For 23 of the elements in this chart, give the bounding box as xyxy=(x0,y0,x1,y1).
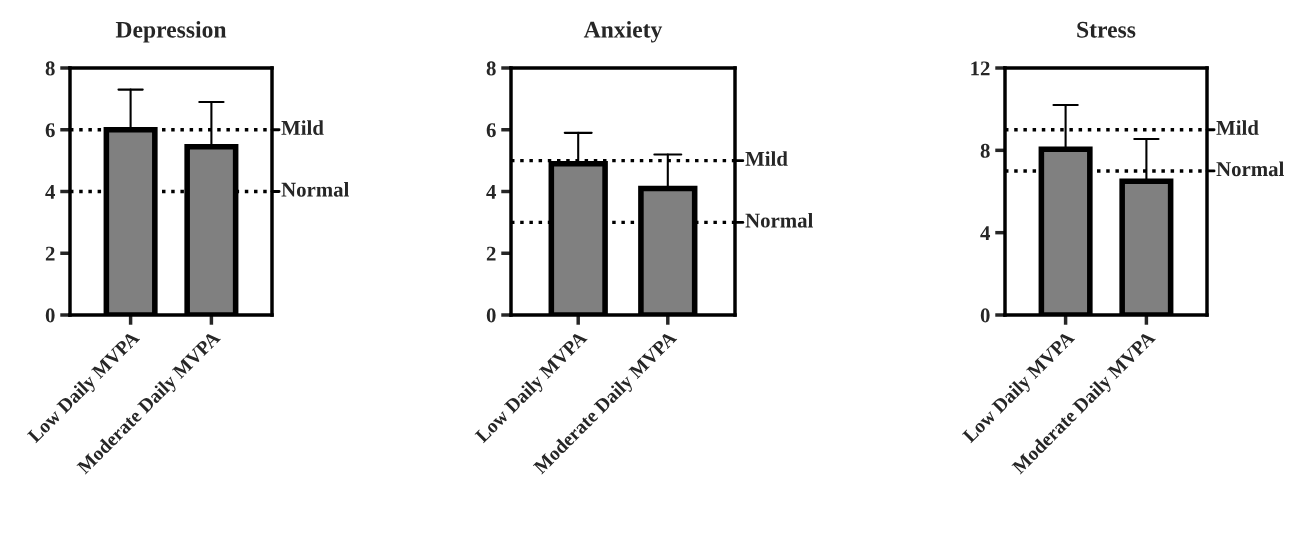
y-tick-label: 0 xyxy=(45,308,55,323)
chart-title: Anxiety xyxy=(583,21,663,43)
y-tick-label: 6 xyxy=(45,123,55,138)
chart-title: Stress xyxy=(1077,21,1136,38)
y-tick-label: 8 xyxy=(980,143,990,158)
y-tick-label: 4 xyxy=(45,185,56,199)
y-tick-label: 0 xyxy=(980,308,990,323)
ref-line-label: Mild xyxy=(281,120,324,135)
y-tick-label: 4 xyxy=(980,226,991,240)
chart-title: Depression xyxy=(115,21,227,43)
y-tick-label: 8 xyxy=(486,61,496,76)
ref-line-label: Normal xyxy=(281,182,349,197)
y-tick-label: 8 xyxy=(45,61,55,76)
y-tick-label: 0 xyxy=(486,308,496,323)
ref-line-label: Mild xyxy=(745,151,788,166)
y-tick-label: 6 xyxy=(486,123,496,138)
y-tick-label: 12 xyxy=(971,61,990,76)
y-tick-label: 4 xyxy=(486,185,497,199)
ref-line-label: Normal xyxy=(745,212,813,228)
ref-line-label: Mild xyxy=(1216,120,1259,135)
ref-line-label: Normal xyxy=(1216,161,1284,177)
y-tick-label: 2 xyxy=(486,246,496,261)
y-tick-label: 2 xyxy=(45,246,55,261)
